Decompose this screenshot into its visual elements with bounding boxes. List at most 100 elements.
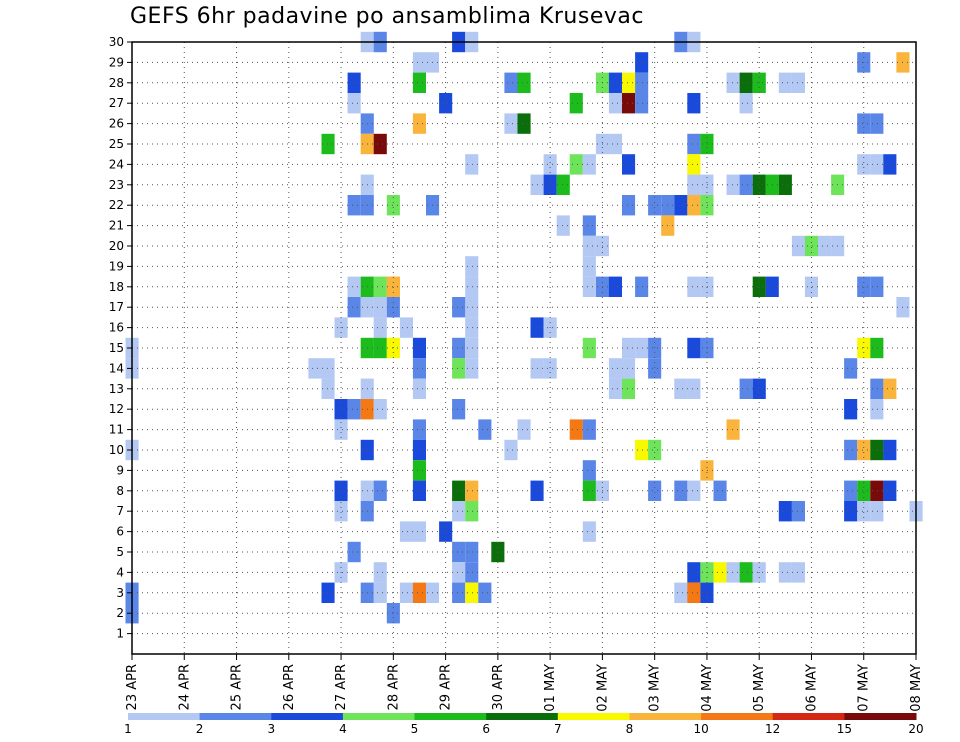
heatmap-cell	[478, 582, 492, 603]
y-tick-label: 1	[116, 627, 124, 641]
legend-label: 5	[411, 722, 419, 736]
heatmap-cell	[752, 174, 766, 195]
y-tick-label: 30	[109, 35, 124, 49]
heatmap-cell	[373, 133, 387, 155]
heatmap-cell	[439, 93, 453, 114]
heatmap-cell	[791, 562, 805, 583]
heatmap-cell	[308, 358, 322, 379]
heatmap-cell	[739, 378, 753, 399]
legend-swatch	[844, 713, 917, 720]
y-tick-label: 9	[116, 463, 124, 477]
heatmap-cell	[543, 154, 557, 175]
heatmap-cell	[674, 582, 688, 603]
heatmap-cell	[687, 154, 701, 175]
plot-frame	[131, 41, 917, 655]
heatmap-cell	[818, 235, 832, 257]
heatmap-cell	[648, 439, 662, 461]
x-tick-label: 02 MAY	[595, 664, 610, 712]
x-tick-label: 03 MAY	[648, 664, 663, 712]
x-tick-label: 25 APR	[230, 664, 245, 710]
heatmap-cell	[465, 480, 479, 501]
heatmap-cell	[700, 133, 714, 155]
heatmap-cell	[739, 72, 753, 93]
legend-swatch	[128, 713, 201, 720]
y-tick-label: 4	[116, 565, 124, 579]
heatmap-cell	[778, 174, 792, 195]
heatmap-cell	[556, 215, 570, 236]
chart-title: GEFS 6hr padavine po ansamblima Krusevac	[130, 4, 644, 29]
heatmap-cell	[870, 113, 884, 134]
legend-swatch	[557, 713, 630, 720]
y-tick-label: 21	[109, 219, 124, 233]
y-tick-label: 28	[109, 76, 124, 90]
legend-label: 20	[908, 722, 923, 736]
heatmap-cell	[412, 439, 426, 461]
heatmap-cell	[870, 501, 884, 522]
y-tick-label: 15	[109, 341, 124, 355]
heatmap-cell	[752, 276, 766, 297]
heatmap-cell	[582, 480, 596, 501]
x-tick-label: 06 MAY	[804, 664, 819, 712]
heatmap-cell	[622, 378, 636, 399]
y-tick-label: 13	[109, 382, 124, 396]
legend-swatch	[629, 713, 702, 720]
heatmap-cell	[791, 72, 805, 93]
y-tick-label: 3	[116, 586, 124, 600]
heatmap-cell	[687, 195, 701, 216]
heatmap-cell	[334, 501, 348, 522]
heatmap-cell	[517, 72, 531, 93]
heatmap-cell	[687, 337, 701, 359]
heatmap-cell	[582, 215, 596, 236]
heatmap-cell	[452, 399, 466, 420]
legend-label: 1	[124, 722, 132, 736]
x-tick-label: 05 MAY	[752, 664, 767, 712]
heatmap-cell	[857, 113, 871, 134]
heatmap-cell	[687, 174, 701, 195]
heatmap-cell	[857, 154, 871, 175]
y-tick-label: 27	[109, 96, 124, 110]
heatmap-cell	[465, 276, 479, 297]
legend-swatch	[414, 713, 487, 720]
heatmap-cell	[321, 133, 335, 155]
heatmap-cell	[465, 541, 479, 563]
heatmap-cell	[700, 460, 714, 481]
heatmap-cell	[648, 195, 662, 216]
heatmap-cell	[635, 337, 649, 359]
heatmap-cell	[687, 582, 701, 603]
heatmap-cell	[556, 174, 570, 195]
heatmap-cell	[778, 501, 792, 522]
heatmap-cell	[334, 419, 348, 440]
heatmap-cell	[373, 480, 387, 501]
heatmap-cell	[334, 480, 348, 501]
heatmap-cell	[700, 195, 714, 216]
heatmap-cell	[804, 276, 818, 297]
heatmap-cell	[582, 337, 596, 359]
heatmap-cell	[373, 317, 387, 338]
y-tick-label: 29	[109, 55, 124, 69]
heatmap-cell	[386, 276, 400, 297]
heatmap-cell	[608, 358, 622, 379]
heatmap-cell	[857, 276, 871, 297]
y-tick-labels: 1234567891011121314151617181920212223242…	[109, 35, 124, 641]
color-legend: 1 2 3 4 5 6 7 8 10 12 15 20	[124, 713, 924, 736]
y-tick-label: 6	[116, 525, 124, 539]
heatmap-cell	[452, 562, 466, 583]
heatmap-cell	[452, 501, 466, 522]
heatmap-cell	[844, 439, 858, 461]
legend-label: 15	[837, 722, 852, 736]
heatmap-cell	[582, 460, 596, 481]
heatmap-cell	[622, 154, 636, 175]
heatmap-cell	[465, 582, 479, 603]
heatmap-cell	[778, 72, 792, 93]
heatmap-cell	[412, 521, 426, 542]
x-tick-label: 08 MAY	[909, 664, 924, 712]
heatmap-cell	[347, 399, 361, 420]
heatmap-cell	[452, 358, 466, 379]
heatmap-cell	[399, 582, 413, 603]
heatmap-cell	[399, 521, 413, 542]
y-tick-label: 18	[109, 280, 124, 294]
heatmap-cell	[608, 93, 622, 114]
heatmap-cell	[687, 378, 701, 399]
heatmap-cell	[399, 317, 413, 338]
heatmap-cell	[347, 541, 361, 563]
